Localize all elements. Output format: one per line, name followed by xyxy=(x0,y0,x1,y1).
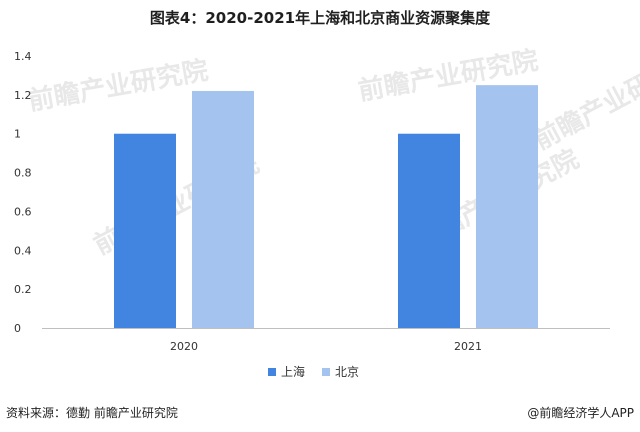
app-credit: @前瞻经济学人APP xyxy=(527,406,634,420)
y-tick-label: 0 xyxy=(14,322,21,335)
bar-beijing-2021 xyxy=(476,85,538,329)
legend-swatch-shanghai xyxy=(268,368,276,376)
chart-title: 图表4：2020-2021年上海和北京商业资源聚集度 xyxy=(149,9,491,27)
watermark-text: 前瞻产业研究院 xyxy=(529,43,640,156)
bar-shanghai-2021 xyxy=(398,133,460,328)
legend-label-shanghai: 上海 xyxy=(281,364,305,379)
bars-group xyxy=(114,85,538,329)
legend-swatch-beijing xyxy=(322,368,330,376)
y-axis-ticks: 0 0.2 0.4 0.6 0.8 1 1.2 1.4 xyxy=(14,50,32,335)
bar-shanghai-2020 xyxy=(114,133,176,328)
y-tick-label: 0.6 xyxy=(14,205,32,218)
watermark-text: 前瞻产业研究院 xyxy=(26,55,211,117)
y-tick-label: 0.4 xyxy=(14,244,32,257)
y-tick-label: 0.8 xyxy=(14,167,32,180)
x-axis-ticks: 2020 2021 xyxy=(170,340,482,353)
x-tick-label: 2020 xyxy=(170,340,198,353)
bar-beijing-2020 xyxy=(192,90,254,328)
legend-label-beijing: 北京 xyxy=(335,365,359,379)
y-tick-label: 1.2 xyxy=(14,89,32,102)
legend: 上海 北京 xyxy=(268,364,359,379)
y-tick-label: 1 xyxy=(14,128,21,141)
source-note: 资料来源：德勤 前瞻产业研究院 xyxy=(6,406,178,420)
y-tick-label: 1.4 xyxy=(14,50,32,63)
x-tick-label: 2021 xyxy=(454,340,482,353)
y-tick-label: 0.2 xyxy=(14,283,32,296)
